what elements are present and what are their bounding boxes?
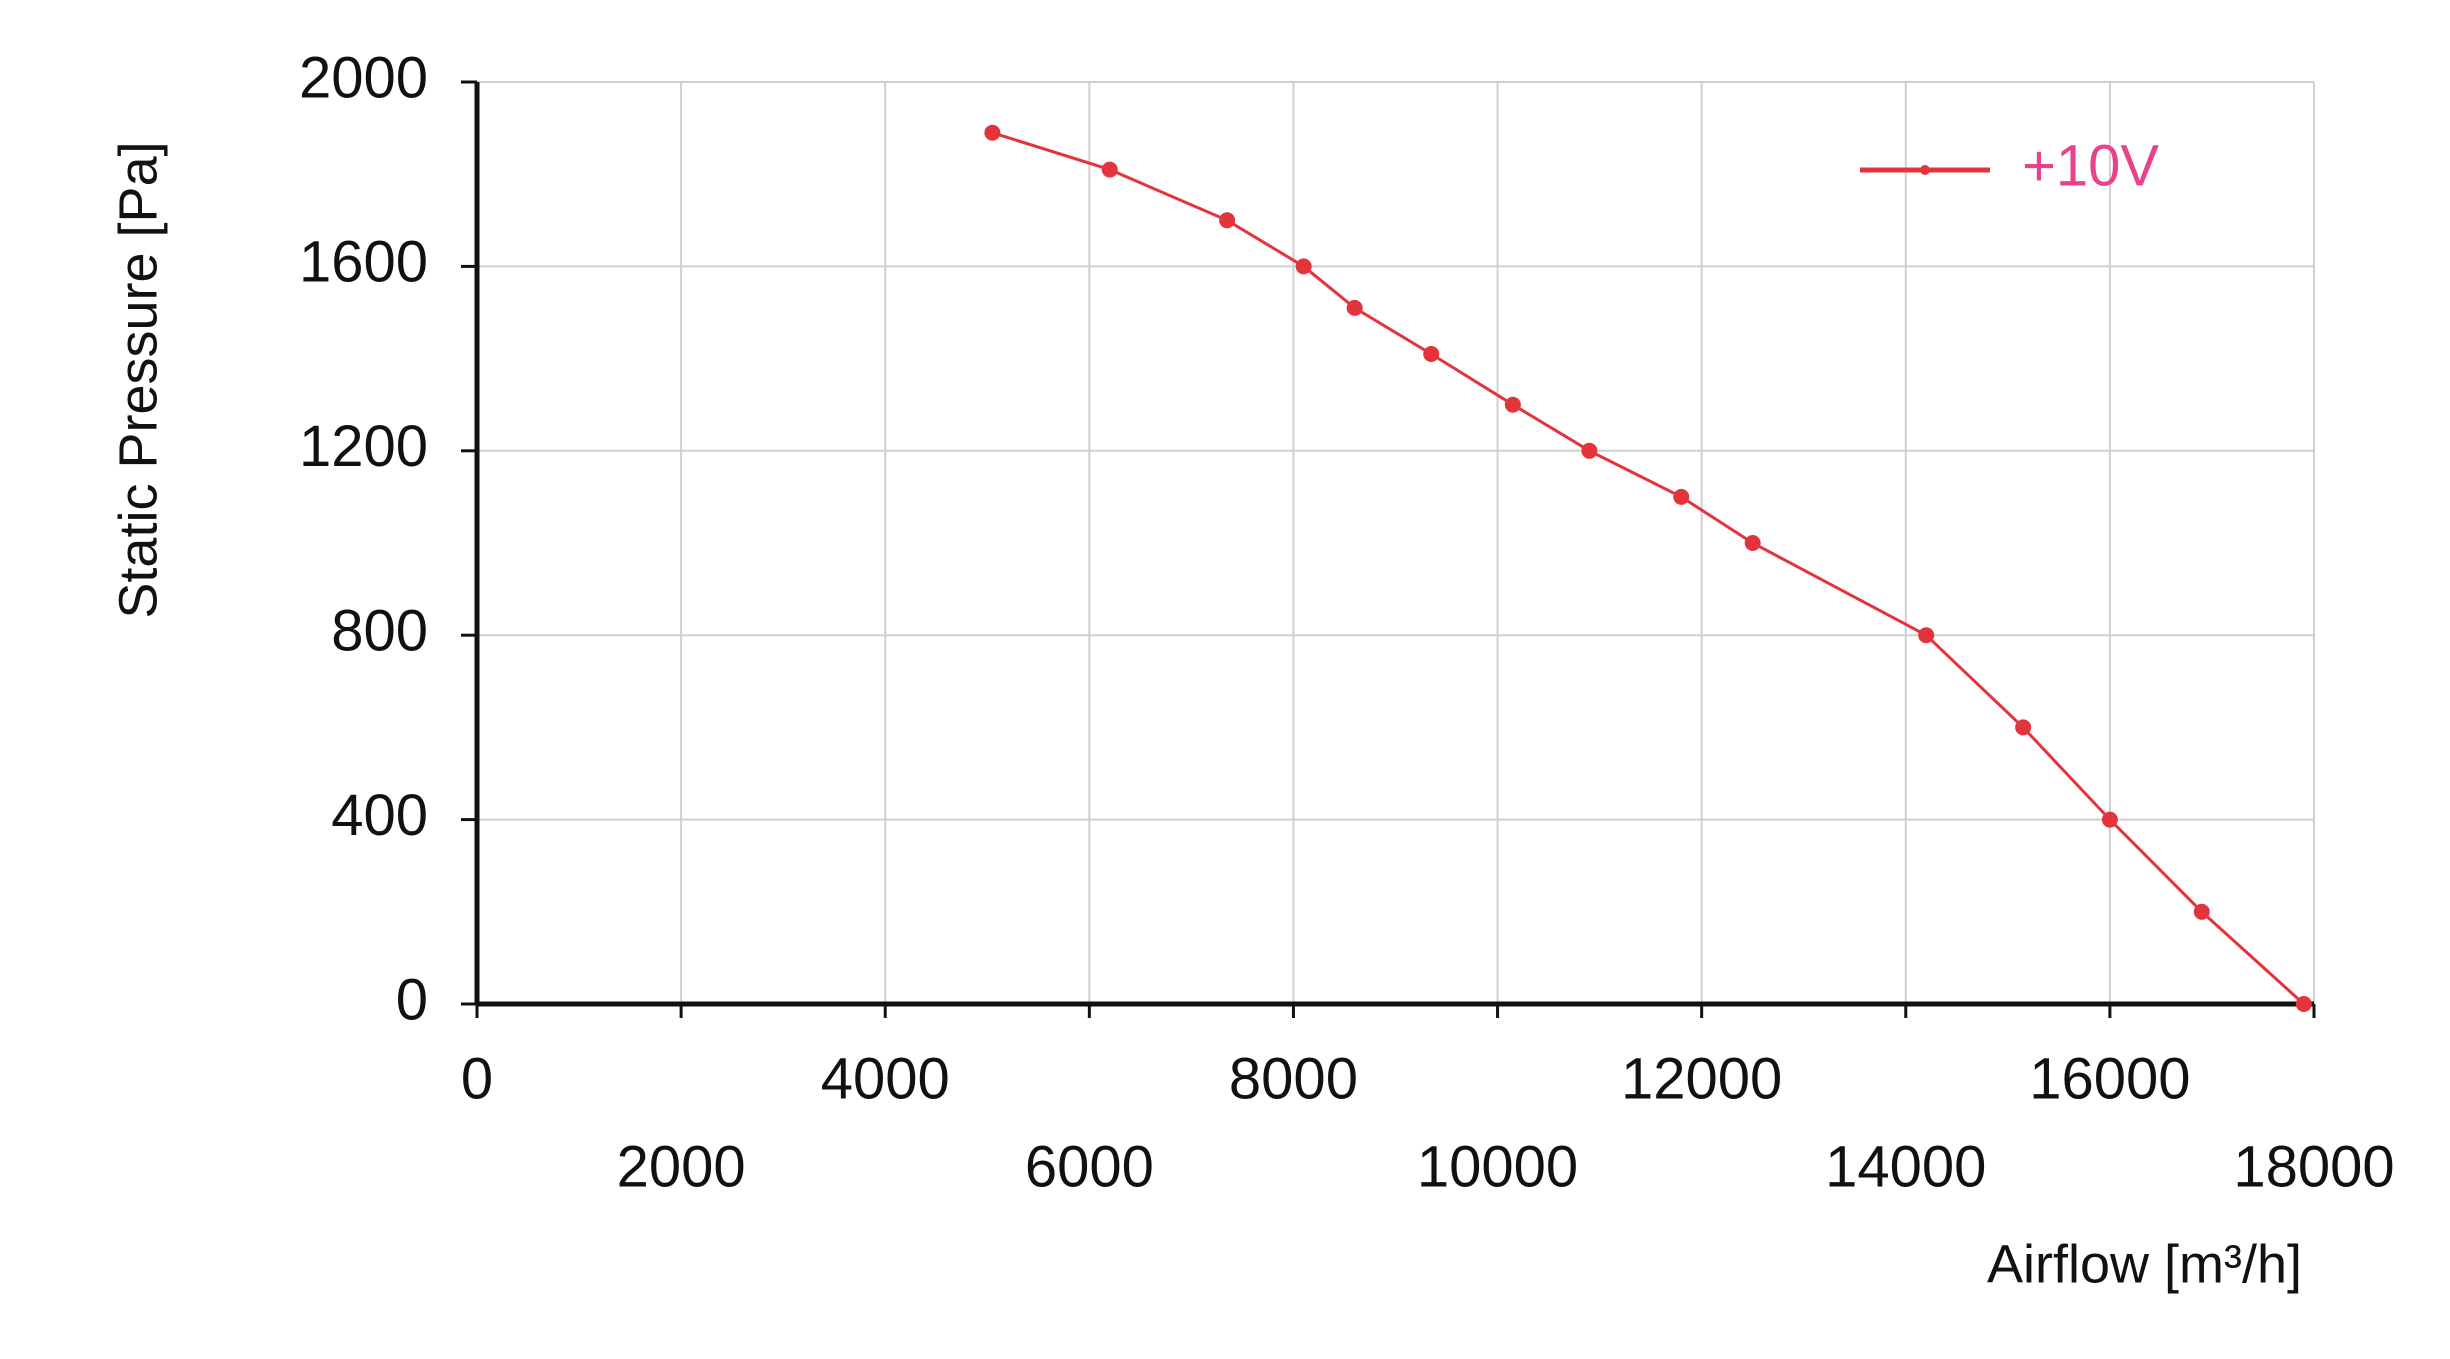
x-tick-label: 4000 <box>821 1046 950 1111</box>
data-point <box>2015 719 2032 736</box>
data-point <box>984 124 1001 141</box>
x-tick-label: 16000 <box>2029 1046 2190 1111</box>
data-point <box>2193 903 2210 920</box>
y-tick-label: 1200 <box>299 414 428 479</box>
legend-marker <box>1920 165 1930 175</box>
y-tick-label: 1600 <box>299 230 428 295</box>
data-point <box>1101 161 1118 178</box>
x-tick-label: 2000 <box>617 1134 746 1199</box>
x-tick-label: 10000 <box>1417 1134 1578 1199</box>
y-axis-title: Static Pressure [Pa] <box>108 141 168 618</box>
data-point <box>2295 996 2312 1012</box>
x-tick-label: 8000 <box>1229 1046 1358 1111</box>
x-tick-label: 18000 <box>2233 1134 2394 1199</box>
data-point <box>1423 345 1440 362</box>
x-tick-label: 0 <box>461 1046 493 1111</box>
data-point <box>1504 396 1521 413</box>
data-point <box>1346 299 1363 316</box>
x-tick-label: 6000 <box>1025 1134 1154 1199</box>
y-tick-label: 800 <box>331 599 428 664</box>
data-point <box>1918 627 1935 644</box>
series-line <box>991 131 2305 1006</box>
y-tick-label: 400 <box>331 783 428 848</box>
x-tick-label: 12000 <box>1621 1046 1782 1111</box>
y-tick-label: 0 <box>396 967 428 1032</box>
data-point <box>1295 258 1312 275</box>
data-point <box>1744 535 1761 551</box>
y-tick-label: 2000 <box>299 45 428 110</box>
data-point <box>1673 488 1690 505</box>
x-tick-label: 14000 <box>1825 1134 1986 1199</box>
data-point <box>2101 811 2118 828</box>
data-point <box>1219 212 1236 229</box>
x-axis-title: Airflow [m³/h] <box>1987 1234 2302 1294</box>
data-point <box>1581 442 1598 459</box>
legend-label: +10V <box>2022 133 2159 198</box>
